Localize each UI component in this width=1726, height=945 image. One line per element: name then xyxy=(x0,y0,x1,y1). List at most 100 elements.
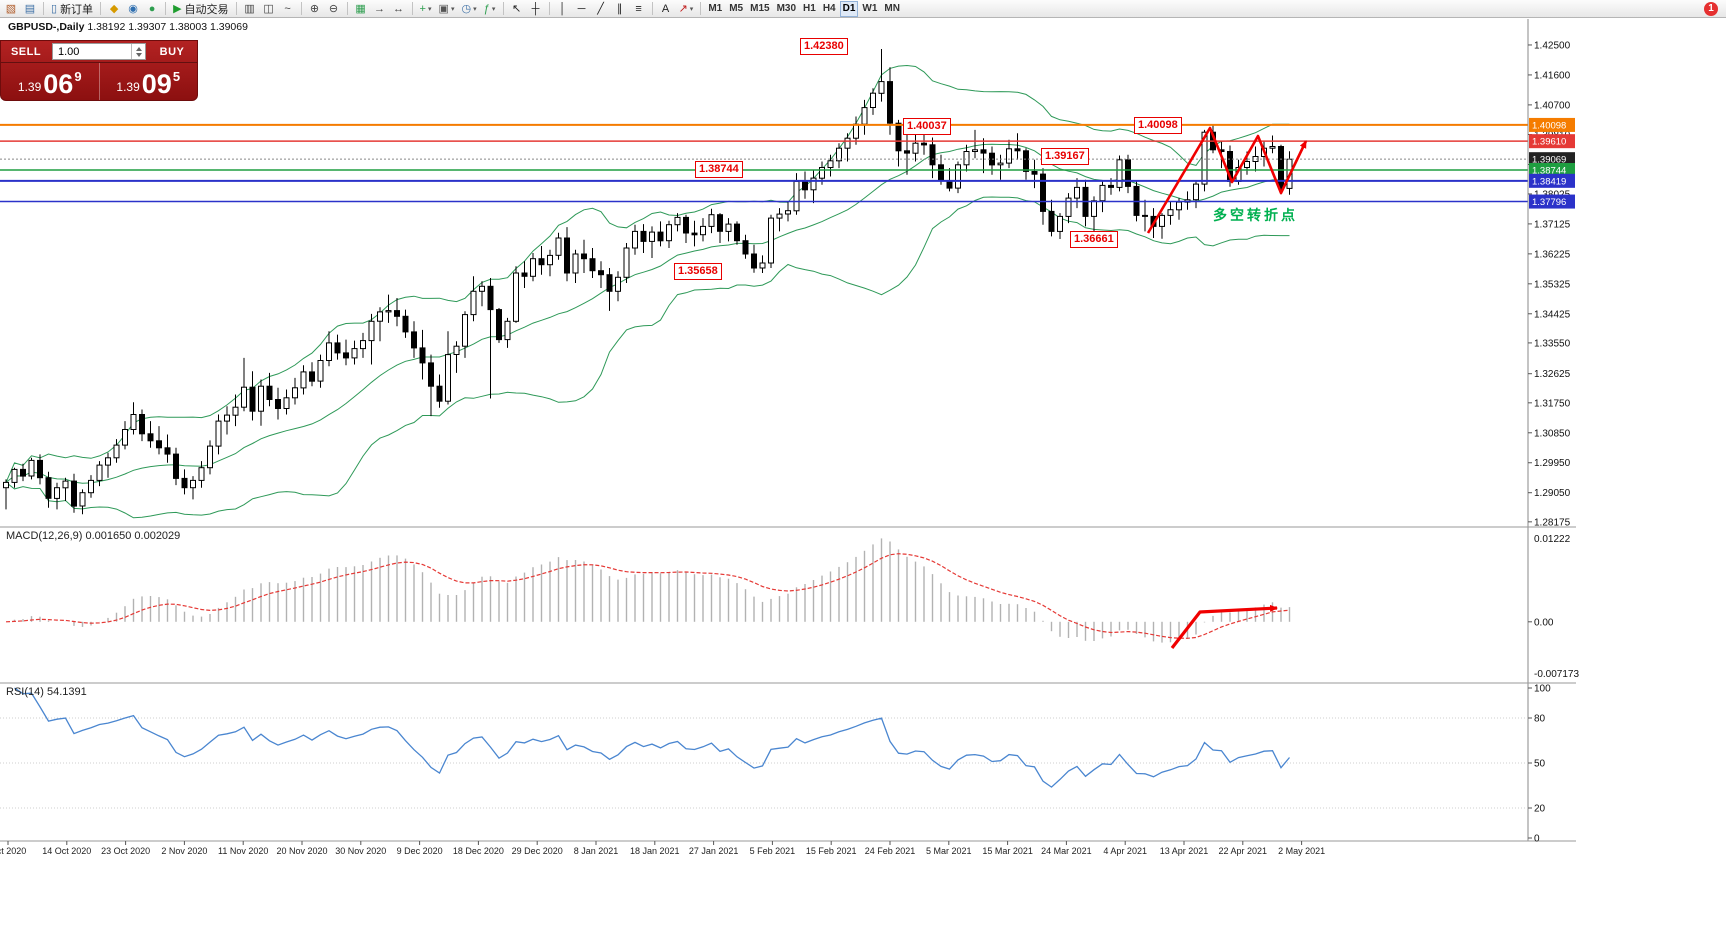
price-callout[interactable]: 1.36661 xyxy=(1070,231,1118,248)
time-axis-label: 27 Jan 2021 xyxy=(689,846,739,856)
toolbar-separator xyxy=(43,2,44,15)
channel-icon[interactable]: ∥ xyxy=(611,1,629,17)
macd-histogram xyxy=(13,538,1291,643)
timeframe-w1[interactable]: W1 xyxy=(859,1,880,17)
time-axis-label: 20 Nov 2020 xyxy=(276,846,327,856)
turning-point-note[interactable]: 多空转折点 xyxy=(1213,207,1298,223)
time-axis-label: 11 Nov 2020 xyxy=(218,846,268,856)
drawn-arrow[interactable] xyxy=(1170,604,1278,649)
new-chart-dropdown[interactable]: + ▾ xyxy=(417,1,435,17)
notification-badge[interactable]: 1 xyxy=(1704,1,1718,16)
sell-button[interactable]: SELL xyxy=(10,45,42,58)
bar-chart-icon[interactable]: ▥ xyxy=(241,1,259,17)
timeframe-m30[interactable]: M30 xyxy=(774,1,799,17)
autotrading-button[interactable]: ▶ 自动交易 xyxy=(170,1,231,17)
time-axis-label: 2 May 2021 xyxy=(1278,846,1325,856)
volume-stepper[interactable] xyxy=(131,44,145,59)
price-callout[interactable]: 1.38744 xyxy=(695,161,743,178)
price-callout[interactable]: 1.42380 xyxy=(800,38,848,55)
market-icon[interactable]: ● xyxy=(143,1,161,17)
price-tag-label: 1.39610 xyxy=(1532,137,1566,148)
chart-ohlc-values: 1.38192 1.39307 1.38003 1.39069 xyxy=(87,21,248,33)
candle-chart-icon[interactable]: ◫ xyxy=(260,1,278,17)
time-axis-label: 5 Mar 2021 xyxy=(926,846,972,856)
drawn-arrow[interactable] xyxy=(1146,126,1308,234)
timeframe-m15[interactable]: M15 xyxy=(747,1,772,17)
timeframe-h4[interactable]: H4 xyxy=(820,1,839,17)
timeframe-d1[interactable]: D1 xyxy=(839,0,859,17)
zoom-in-icon[interactable]: ⊕ xyxy=(306,1,324,17)
zoom-out-icon[interactable]: ⊖ xyxy=(325,1,343,17)
stepper-down-icon[interactable] xyxy=(135,52,142,57)
new-chart-window-icon[interactable]: ▧ xyxy=(2,1,20,17)
price-callout[interactable]: 1.40098 xyxy=(1134,117,1182,134)
vline-icon[interactable]: │ xyxy=(554,1,572,17)
stepper-up-icon[interactable] xyxy=(135,46,142,51)
time-axis-label: 15 Feb 2021 xyxy=(806,846,857,856)
arrow-tools-icon-caret[interactable]: ▾ xyxy=(689,5,694,13)
indicators-icon[interactable]: ƒ ▾ xyxy=(481,1,499,17)
buy-price[interactable]: 1.39 09 5 xyxy=(100,63,198,100)
price-callout[interactable]: 1.35658 xyxy=(674,263,722,280)
new-chart-dropdown-caret[interactable]: ▾ xyxy=(427,5,432,13)
candle-chart-icon-glyph: ◫ xyxy=(263,2,274,15)
profiles-icon-caret[interactable]: ▾ xyxy=(450,5,455,13)
fibonacci-icon-glyph: ≡ xyxy=(635,2,642,15)
timeframe-m1[interactable]: M1 xyxy=(705,1,725,17)
time-axis-label: Oct 2020 xyxy=(0,846,26,856)
price-axis-label: 1.29950 xyxy=(1534,458,1571,469)
price-tag-label: 1.40098 xyxy=(1532,120,1566,131)
hline-icon[interactable]: ─ xyxy=(573,1,591,17)
sell-price[interactable]: 1.39 06 9 xyxy=(1,63,99,100)
arrow-tools-icon[interactable]: ↗ ▾ xyxy=(676,1,697,17)
indicators-icon-glyph: ƒ xyxy=(483,2,490,15)
line-chart-icon[interactable]: ~ xyxy=(279,1,297,17)
toolbar-separator xyxy=(235,2,237,15)
market-icon-glyph: ● xyxy=(148,2,156,15)
chart-shift-icon[interactable]: ↔ xyxy=(390,1,408,17)
text-tool-icon[interactable]: A xyxy=(657,1,675,17)
toolbar-separator xyxy=(700,2,702,15)
volume-input[interactable]: 1.00 xyxy=(52,43,146,60)
volume-value: 1.00 xyxy=(58,45,80,58)
trendline-icon-glyph: ╱ xyxy=(597,2,604,15)
community-icon[interactable]: ◉ xyxy=(124,1,142,17)
one-click-trading-panel: SELL 1.00 BUY 1.39 06 9 1.39 09 5 xyxy=(0,40,198,101)
crosshair-icon[interactable]: ┼ xyxy=(527,1,545,17)
buy-button[interactable]: BUY xyxy=(159,45,185,58)
chart-list-icon-glyph: ▤ xyxy=(24,2,36,15)
tile-windows-icon[interactable]: ▦ xyxy=(352,1,370,17)
cursor-icon[interactable]: ↖ xyxy=(508,1,526,17)
profiles-icon[interactable]: ▣ ▾ xyxy=(436,1,458,17)
metaeditor-icon[interactable]: ◆ xyxy=(105,1,123,17)
timeframe-mn[interactable]: MN xyxy=(881,1,903,17)
new-order-button-label: 新订单 xyxy=(60,3,94,16)
macd-signal-line xyxy=(5,553,1290,639)
price-callout[interactable]: 1.40037 xyxy=(903,118,951,135)
period-clock-icon-caret[interactable]: ▾ xyxy=(473,5,477,13)
price-callout[interactable]: 1.39167 xyxy=(1041,148,1089,165)
auto-scroll-icon[interactable]: → xyxy=(371,1,389,17)
rsi-axis-label: 0 xyxy=(1534,834,1540,845)
period-clock-icon-glyph: ◷ xyxy=(461,2,472,15)
price-axis-label: 1.42500 xyxy=(1534,40,1571,51)
new-order-button[interactable]: ▯ 新订单 xyxy=(48,1,96,17)
fibonacci-icon[interactable]: ≡ xyxy=(630,1,648,17)
profiles-icon-glyph: ▣ xyxy=(438,2,449,15)
price-axis-label: 1.31750 xyxy=(1534,398,1571,409)
time-axis-label: 22 Apr 2021 xyxy=(1219,846,1268,856)
time-axis-label: 13 Apr 2021 xyxy=(1160,846,1209,856)
timeframe-h1[interactable]: H1 xyxy=(800,1,819,17)
bollinger-middle-band xyxy=(5,143,1290,484)
macd-axis-min: -0.007173 xyxy=(1534,669,1579,680)
period-clock-icon[interactable]: ◷ ▾ xyxy=(458,1,479,17)
indicators-icon-caret[interactable]: ▾ xyxy=(491,5,496,13)
buy-price-prefix: 1.39 xyxy=(116,80,140,94)
price-tag xyxy=(1529,117,1575,132)
text-tool-icon-glyph: A xyxy=(661,2,670,15)
trendline-icon[interactable]: ╱ xyxy=(592,1,610,17)
timeframe-m5[interactable]: M5 xyxy=(726,1,746,17)
chart-list-icon[interactable]: ▤ xyxy=(21,1,39,17)
price-axis-label: 1.33550 xyxy=(1534,338,1571,349)
